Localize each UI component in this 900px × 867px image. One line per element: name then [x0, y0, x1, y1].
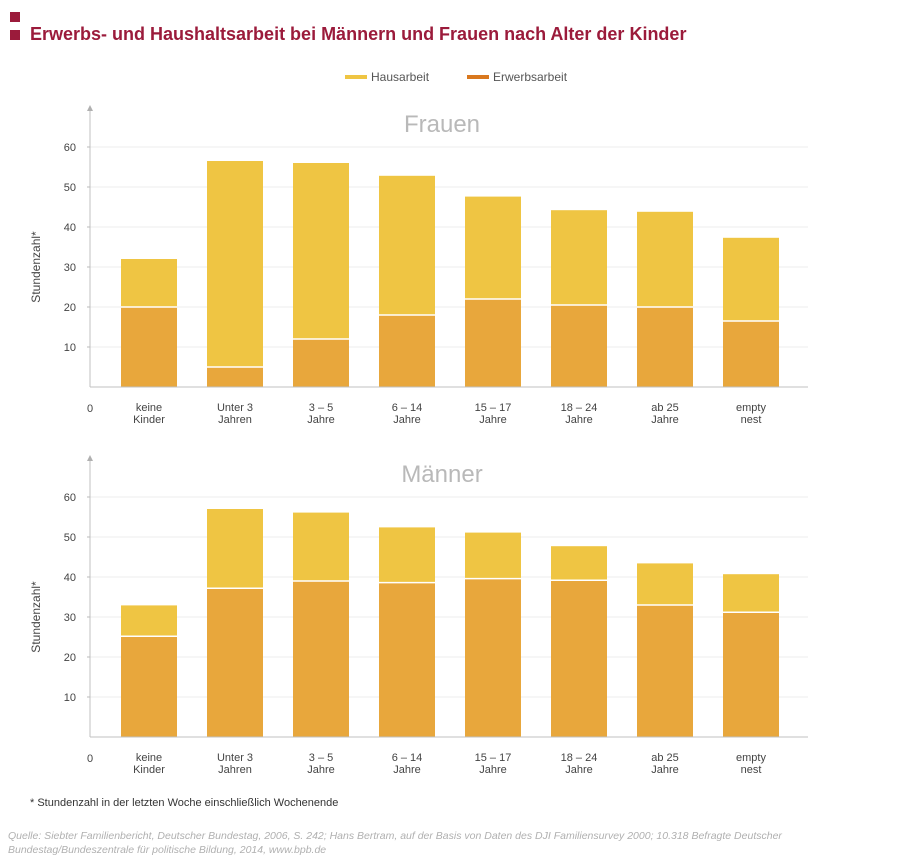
x-tick-label: keine: [136, 752, 162, 764]
bar-erwerbsarbeit: [379, 315, 435, 387]
x-tick-label-line2: Jahre: [307, 414, 335, 426]
x-tick-label: empty: [736, 402, 766, 414]
x-tick-label: ab 25: [651, 752, 679, 764]
legend-swatch-hausarbeit: [345, 74, 367, 79]
bar-hausarbeit: [637, 211, 693, 307]
chart-frauen: 10 20 30 40 50 60 Frauen Stundenzahl* 0 keineKind…: [29, 105, 808, 426]
bar-erwerbsarbeit: [293, 581, 349, 737]
bar-erwerbsarbeit: [637, 605, 693, 737]
legend-label-erwerbsarbeit: Erwerbsarbeit: [493, 70, 568, 84]
x-tick-label: Unter 3: [217, 752, 253, 764]
bar-hausarbeit: [637, 563, 693, 605]
x-tick-label-line2: Jahre: [565, 414, 593, 426]
x-tick-label-line2: Kinder: [133, 764, 165, 776]
bar-erwerbsarbeit: [379, 582, 435, 737]
chart-legend: Hausarbeit Erwerbsarbeit: [0, 70, 900, 86]
bar-erwerbsarbeit: [207, 367, 263, 387]
bar-erwerbsarbeit: [121, 636, 177, 737]
bar-hausarbeit: [551, 210, 607, 305]
bar-erwerbsarbeit: [723, 612, 779, 737]
x-tick-label-line2: Jahre: [479, 414, 507, 426]
y-zero-label: 0: [87, 403, 93, 415]
legend-label-hausarbeit: Hausarbeit: [371, 70, 430, 84]
bar-hausarbeit: [207, 509, 263, 589]
brand-square-title: [10, 30, 20, 40]
y-tick-label: 20: [64, 652, 76, 664]
bar-hausarbeit: [121, 605, 177, 637]
x-tick-label: 6 – 14: [392, 402, 423, 414]
bar-erwerbsarbeit: [723, 321, 779, 387]
y-axis-arrow-icon: [87, 455, 93, 461]
x-tick-label: 18 – 24: [561, 402, 598, 414]
bar-hausarbeit: [293, 163, 349, 339]
x-tick-label-line2: Jahren: [218, 414, 252, 426]
bar-hausarbeit: [723, 237, 779, 321]
brand-square-top: [10, 12, 20, 22]
bar-hausarbeit: [551, 546, 607, 581]
legend-item-hausarbeit: Hausarbeit: [345, 70, 429, 84]
chart-title: Frauen: [404, 111, 480, 138]
y-tick-label: 10: [64, 692, 76, 704]
bar-erwerbsarbeit: [293, 339, 349, 387]
y-axis-label: Stundenzahl*: [29, 231, 43, 303]
x-tick-label: 15 – 17: [475, 752, 512, 764]
bar-hausarbeit: [293, 512, 349, 581]
x-tick-label: Unter 3: [217, 402, 253, 414]
x-tick-label-line2: Kinder: [133, 414, 165, 426]
footnote: * Stundenzahl in der letzten Woche einsc…: [30, 797, 339, 809]
x-tick-label-line2: Jahre: [479, 764, 507, 776]
bar-hausarbeit: [379, 527, 435, 583]
bar-hausarbeit: [379, 175, 435, 315]
x-tick-label: 6 – 14: [392, 752, 423, 764]
bar-erwerbsarbeit: [637, 307, 693, 387]
legend-swatch-erwerbsarbeit: [467, 74, 489, 79]
chart-maenner: 10 20 30 40 50 60 Männer Stundenzahl* 0 keineKind…: [29, 455, 808, 776]
x-tick-label-line2: Jahre: [651, 764, 679, 776]
x-tick-label-line2: nest: [741, 414, 762, 426]
y-zero-label: 0: [87, 753, 93, 765]
x-tick-label-line2: Jahren: [218, 764, 252, 776]
legend-item-erwerbsarbeit: Erwerbsarbeit: [467, 70, 567, 84]
x-tick-label: empty: [736, 752, 766, 764]
y-tick-label: 50: [64, 182, 76, 194]
y-tick-label: 30: [64, 262, 76, 274]
y-tick-label: 20: [64, 302, 76, 314]
bar-hausarbeit: [207, 161, 263, 367]
y-tick-label: 60: [64, 142, 76, 154]
chart-title: Männer: [401, 461, 482, 488]
x-tick-label-line2: Jahre: [393, 414, 421, 426]
bar-hausarbeit: [723, 574, 779, 613]
bar-erwerbsarbeit: [551, 305, 607, 387]
bar-erwerbsarbeit: [551, 580, 607, 737]
bar-erwerbsarbeit: [465, 299, 521, 387]
x-tick-label: 3 – 5: [309, 752, 333, 764]
y-axis-label: Stundenzahl*: [29, 581, 43, 653]
bar-erwerbsarbeit: [121, 307, 177, 387]
x-tick-label-line2: Jahre: [393, 764, 421, 776]
x-tick-label: keine: [136, 402, 162, 414]
y-tick-label: 10: [64, 342, 76, 354]
x-tick-label-line2: Jahre: [307, 764, 335, 776]
source-note: Quelle: Siebter Familienbericht, Deutsch…: [8, 830, 782, 856]
bar-hausarbeit: [465, 196, 521, 299]
bar-hausarbeit: [465, 532, 521, 579]
x-tick-label-line2: nest: [741, 764, 762, 776]
bar-hausarbeit: [121, 259, 177, 307]
x-tick-label-line2: Jahre: [565, 764, 593, 776]
x-tick-label: ab 25: [651, 402, 679, 414]
y-tick-label: 30: [64, 612, 76, 624]
y-tick-label: 40: [64, 572, 76, 584]
y-tick-label: 50: [64, 532, 76, 544]
x-tick-label: 15 – 17: [475, 402, 512, 414]
y-tick-label: 40: [64, 222, 76, 234]
y-tick-label: 60: [64, 492, 76, 504]
y-axis-arrow-icon: [87, 105, 93, 111]
x-tick-label: 3 – 5: [309, 402, 333, 414]
page-title: Erwerbs- und Haushaltsarbeit bei Männern…: [30, 24, 687, 44]
bar-erwerbsarbeit: [207, 588, 263, 737]
x-tick-label: 18 – 24: [561, 752, 598, 764]
x-tick-label-line2: Jahre: [651, 414, 679, 426]
bar-erwerbsarbeit: [465, 578, 521, 737]
